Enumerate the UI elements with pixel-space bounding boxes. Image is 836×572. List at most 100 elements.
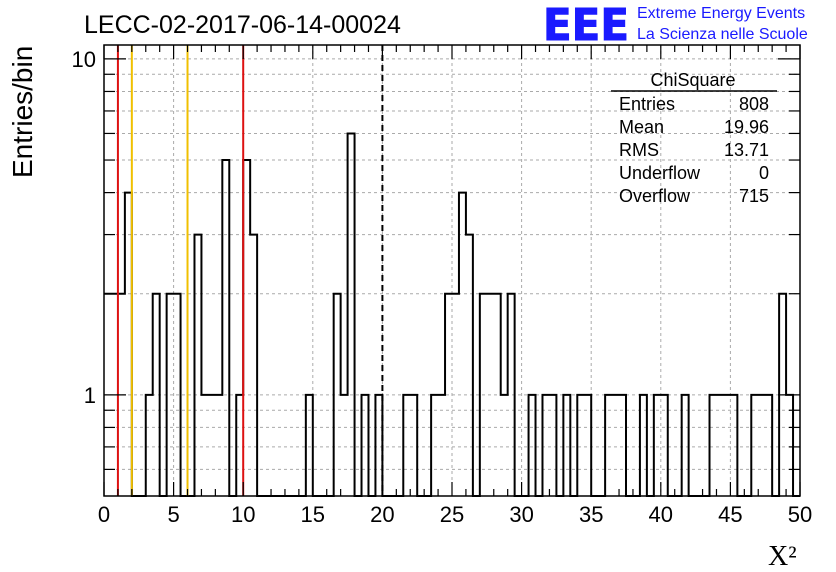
y-tick-label: 10 <box>72 47 96 72</box>
histogram-bin <box>696 45 703 496</box>
histogram-bin <box>772 45 779 496</box>
histogram-bin <box>570 45 577 496</box>
histogram-bin <box>723 45 730 496</box>
histogram-bin <box>292 45 299 496</box>
histogram-bin <box>424 45 431 496</box>
stats-value: 13.71 <box>724 140 769 160</box>
eee-logo-mark: EEE <box>543 0 629 51</box>
histogram-bin <box>431 45 438 496</box>
histogram-bin <box>786 45 793 496</box>
histogram-bin <box>208 45 215 496</box>
histogram-bin <box>549 45 556 496</box>
logo-line-2: La Scienza nelle Scuole <box>637 26 808 43</box>
histogram-bin <box>167 45 174 496</box>
stats-value: 715 <box>739 186 769 206</box>
y-axis-label: Entries/bin <box>7 46 38 178</box>
histogram-bin <box>403 45 410 496</box>
grid-lines <box>104 45 800 496</box>
reference-lines <box>116 45 384 496</box>
histogram-bin <box>146 45 153 496</box>
histogram-bin <box>556 45 563 496</box>
histogram-bin <box>591 45 598 496</box>
y-tick-labels: 1 10 <box>72 47 96 408</box>
histogram-bin <box>132 45 139 496</box>
stats-value: 19.96 <box>724 117 769 137</box>
histogram-bin <box>368 45 375 496</box>
histogram-bin <box>257 45 264 496</box>
histogram-bin <box>375 45 382 496</box>
histogram-bin <box>355 45 362 496</box>
histogram-bin <box>508 45 515 496</box>
stats-label: Underflow <box>619 163 701 183</box>
histogram-bin <box>222 45 229 496</box>
stats-label: RMS <box>619 140 659 160</box>
stats-label: Mean <box>619 117 664 137</box>
histogram-bin <box>285 45 292 496</box>
histogram-bin <box>563 45 570 496</box>
histogram-bin <box>445 45 452 496</box>
x-tick-label: 0 <box>98 502 110 527</box>
x-tick-label: 10 <box>231 502 255 527</box>
histogram-bin <box>278 45 285 496</box>
stats-label: Overflow <box>619 186 691 206</box>
histogram-bin <box>229 45 236 496</box>
x-tick-label: 35 <box>579 502 603 527</box>
x-tick-label: 15 <box>301 502 325 527</box>
histogram-bin <box>313 45 320 496</box>
stats-label: Entries <box>619 94 675 114</box>
histogram-bin <box>793 45 800 496</box>
histogram-bin <box>452 45 459 496</box>
x-tick-label: 20 <box>370 502 394 527</box>
histogram-bin <box>438 45 445 496</box>
histogram-bin <box>529 45 536 496</box>
stats-value: 0 <box>759 163 769 183</box>
histogram-bin <box>243 45 250 496</box>
histogram-bin <box>320 45 327 496</box>
histogram-bin <box>779 45 786 496</box>
histogram-bin <box>417 45 424 496</box>
histogram-bin <box>410 45 417 496</box>
histogram-bin <box>710 45 717 496</box>
histogram-bin <box>181 45 188 496</box>
histogram-bin <box>174 45 181 496</box>
x-tick-label: 40 <box>649 502 673 527</box>
histogram-bin <box>682 45 689 496</box>
eee-logo: EEE Extreme Energy Events La Scienza nel… <box>543 0 808 52</box>
histogram-bin <box>271 45 278 496</box>
histogram-bin <box>215 45 222 496</box>
stats-title: ChiSquare <box>650 70 735 90</box>
histogram-bin <box>612 45 619 496</box>
histogram-bin <box>194 45 201 496</box>
histogram-bin <box>703 45 710 496</box>
histogram-bin <box>605 45 612 496</box>
histogram-bin <box>153 45 160 496</box>
histogram-bin <box>501 45 508 496</box>
histogram-bin <box>306 45 313 496</box>
histogram-bin <box>466 45 473 496</box>
histogram-bin <box>730 45 737 496</box>
histogram-bin <box>389 45 396 496</box>
histogram-bin <box>584 45 591 496</box>
histogram-bin <box>299 45 306 496</box>
x-tick-label: 50 <box>788 502 812 527</box>
logo-line-1: Extreme Energy Events <box>637 5 805 22</box>
histogram-bin <box>577 45 584 496</box>
histogram-bin <box>459 45 466 496</box>
x-axis-label: X² <box>768 541 797 572</box>
histogram-bin <box>104 45 111 496</box>
histogram-bin <box>522 45 529 496</box>
histogram-bin <box>362 45 369 496</box>
x-tick-label: 45 <box>718 502 742 527</box>
histogram-bin <box>716 45 723 496</box>
histogram-bin <box>473 45 480 496</box>
x-tick-label: 25 <box>440 502 464 527</box>
histogram-bin <box>201 45 208 496</box>
histogram-bin <box>382 45 389 496</box>
histogram-bin <box>250 45 257 496</box>
histogram-bin <box>111 45 118 496</box>
histogram-bin <box>515 45 522 496</box>
histogram-bin <box>160 45 167 496</box>
stats-box: ChiSquare Entries 808 Mean 19.96 RMS 13.71 Und… <box>611 70 777 206</box>
histogram-bin <box>341 45 348 496</box>
